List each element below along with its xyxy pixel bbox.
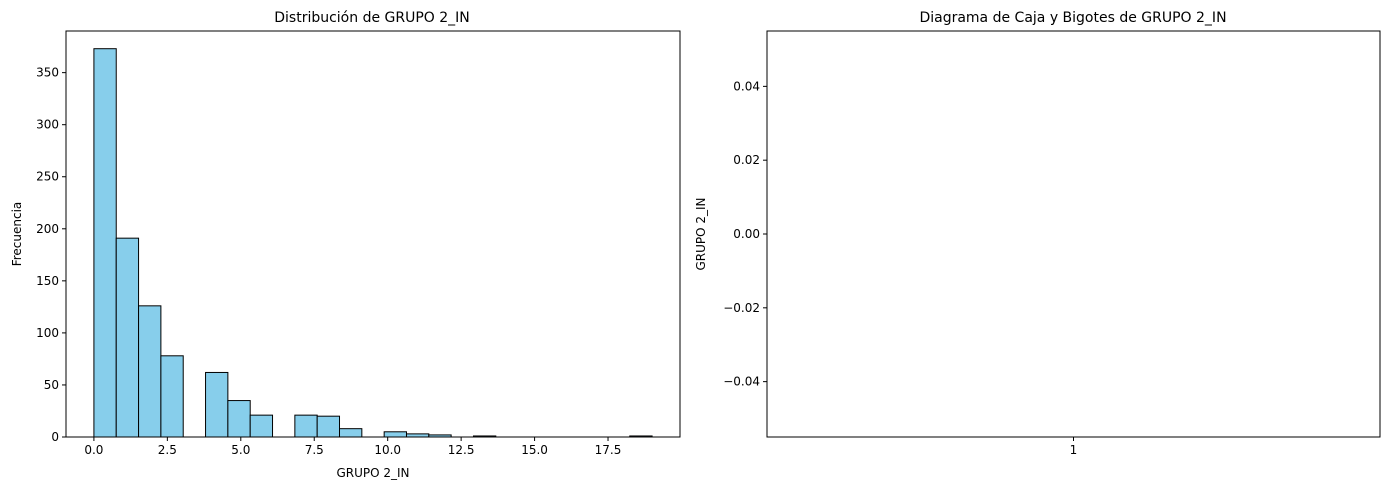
x-tick-label: 10.0	[374, 443, 401, 457]
histogram-bar	[383, 431, 407, 438]
y-tick-label: 100	[36, 326, 59, 340]
histogram-bar	[138, 305, 162, 438]
histogram-y-axis-label: Frecuencia	[10, 202, 24, 267]
x-tick-label: 5.0	[231, 443, 250, 457]
boxplot-plot-frame	[766, 30, 1381, 438]
x-tick-label: 15.0	[521, 443, 548, 457]
histogram-bars	[93, 48, 653, 438]
histogram-bar	[294, 414, 318, 438]
y-tick-label: 0.02	[733, 153, 760, 167]
histogram-bar	[160, 355, 184, 438]
y-tick-label: 300	[36, 118, 59, 132]
y-tick-label: 0.04	[733, 79, 760, 93]
histogram-bar	[205, 371, 229, 438]
boxplot-chart: Diagrama de Caja y Bigotes de GRUPO 2_IN…	[694, 10, 1381, 457]
y-tick-label: 150	[36, 274, 59, 288]
x-tick-label: 17.5	[595, 443, 622, 457]
histogram-x-axis-label: GRUPO 2_IN	[336, 466, 409, 480]
x-tick-label: 2.5	[158, 443, 177, 457]
boxplot-title: Diagrama de Caja y Bigotes de GRUPO 2_IN	[919, 10, 1226, 26]
boxplot-y-axis-label: GRUPO 2_IN	[694, 197, 708, 270]
histogram-bar	[316, 415, 341, 438]
boxplot-y-ticks: −0.04 −0.02 0.00 0.02 0.04	[723, 79, 767, 389]
boxplot-x-ticks: 1	[1070, 437, 1078, 457]
histogram-title: Distribución de GRUPO 2_IN	[274, 10, 470, 26]
histogram-bar	[249, 414, 274, 438]
histogram-chart: Distribución de GRUPO 2_IN 0.0 2.5 5.0 7.5 1…	[10, 10, 681, 480]
histogram-bar	[115, 237, 140, 438]
histogram-plot-frame	[65, 30, 681, 438]
y-tick-label: −0.04	[723, 375, 760, 389]
y-tick-label: 0	[51, 430, 59, 444]
y-tick-label: 350	[36, 66, 59, 80]
y-tick-label: 250	[36, 170, 59, 184]
x-tick-label: 12.5	[448, 443, 475, 457]
histogram-y-ticks: 0 50 100 150 200 250 300 350	[36, 66, 66, 444]
x-tick-label: 7.5	[305, 443, 324, 457]
y-tick-label: 50	[44, 378, 59, 392]
histogram-bar	[339, 428, 363, 438]
histogram-x-ticks: 0.0 2.5 5.0 7.5 10.0 12.5 15.0 17.5	[84, 437, 621, 457]
histogram-bar	[93, 48, 117, 438]
x-tick-label: 1	[1070, 443, 1078, 457]
histogram-bar	[227, 400, 251, 438]
y-tick-label: −0.02	[723, 301, 760, 315]
x-tick-label: 0.0	[84, 443, 103, 457]
y-tick-label: 200	[36, 222, 59, 236]
y-tick-label: 0.00	[733, 227, 760, 241]
